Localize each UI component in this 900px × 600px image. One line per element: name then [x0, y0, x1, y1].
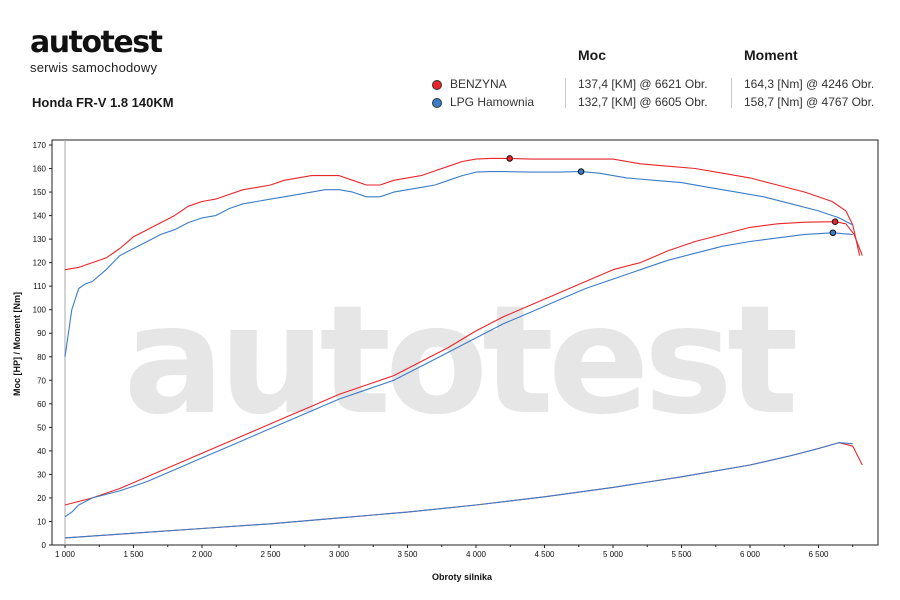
- y-tick-label: 10: [37, 517, 46, 526]
- y-tick-label: 120: [33, 259, 47, 268]
- y-tick-label: 130: [33, 235, 47, 244]
- x-tick-label: 5 500: [671, 550, 692, 559]
- y-axis-label: Moc [HP] / Moment [Nm]: [12, 292, 22, 396]
- y-tick-label: 110: [33, 282, 46, 291]
- x-tick-label: 1 000: [55, 550, 76, 559]
- y-tick-label: 50: [37, 423, 46, 432]
- y-tick-label: 60: [37, 400, 46, 409]
- x-tick-label: 3 000: [329, 550, 350, 559]
- torque-value: 158,7 [Nm] @ 4767 Obr.: [744, 95, 875, 109]
- table-divider: [565, 78, 566, 108]
- y-tick-label: 20: [37, 494, 46, 503]
- y-tick-label: 100: [33, 306, 47, 315]
- series-line-power-benzyna: [64, 221, 863, 506]
- y-tick-label: 40: [37, 447, 46, 456]
- y-tick-label: 80: [37, 353, 46, 362]
- x-tick-label: 2 000: [192, 550, 213, 559]
- peak-marker-torque-benzyna: [506, 155, 514, 162]
- legend-label: BENZYNA: [450, 77, 507, 91]
- y-tick-label: 0: [42, 541, 47, 550]
- x-tick-label: 3 500: [397, 550, 418, 559]
- series-line-torque-benzyna: [64, 157, 861, 271]
- peak-marker-power-benzyna: [831, 218, 839, 226]
- x-tick-label: 5 000: [603, 550, 624, 559]
- legend-marker-red: [432, 79, 442, 90]
- table-divider: [731, 78, 732, 108]
- x-tick-label: 4 500: [534, 550, 555, 559]
- y-tick-label: 70: [37, 376, 46, 385]
- watermark: autotest: [123, 274, 795, 448]
- torque-header: Moment: [744, 47, 798, 63]
- x-tick-label: 2 500: [260, 550, 281, 559]
- legend-label: LPG Hamownia: [450, 95, 535, 109]
- x-tick-label: 1 500: [123, 550, 144, 559]
- y-tick-label: 140: [33, 212, 47, 221]
- series-line-torque-lpg: [64, 171, 854, 357]
- legend-marker-blue: [432, 97, 442, 108]
- torque-value: 164,3 [Nm] @ 4246 Obr.: [744, 77, 875, 91]
- logo-subtitle: serwis samochodowy: [30, 60, 158, 75]
- y-tick-label: 150: [33, 188, 47, 197]
- series-line-power-lpg: [64, 232, 853, 518]
- vehicle-title: Honda FR-V 1.8 140KM: [32, 95, 174, 110]
- y-tick-label: 30: [37, 470, 46, 479]
- series-line-loss-benzyna: [64, 442, 863, 539]
- x-tick-label: 4 000: [466, 550, 487, 559]
- x-tick-label: 6 000: [740, 550, 761, 559]
- x-tick-label: 6 500: [808, 550, 829, 559]
- y-tick-label: 160: [33, 165, 47, 174]
- x-axis-label: Obroty silnika: [432, 572, 493, 582]
- power-value: 137,4 [KM] @ 6621 Obr.: [578, 77, 708, 91]
- plot-frame: [51, 139, 879, 546]
- legend-item-benzyna: BENZYNA: [432, 76, 507, 92]
- peak-marker-torque-lpg: [577, 168, 585, 175]
- power-header: Moc: [578, 47, 606, 63]
- y-tick-label: 90: [37, 329, 46, 338]
- series-line-loss-lpg: [64, 442, 853, 539]
- y-tick-label: 170: [33, 141, 47, 150]
- legend-item-lpg: LPG Hamownia: [432, 94, 534, 110]
- power-value: 132,7 [KM] @ 6605 Obr.: [578, 95, 708, 109]
- brand-logo: autotest serwis samochodowy: [30, 25, 163, 76]
- peak-marker-power-lpg: [829, 229, 837, 237]
- logo-wordmark: autotest: [30, 25, 163, 60]
